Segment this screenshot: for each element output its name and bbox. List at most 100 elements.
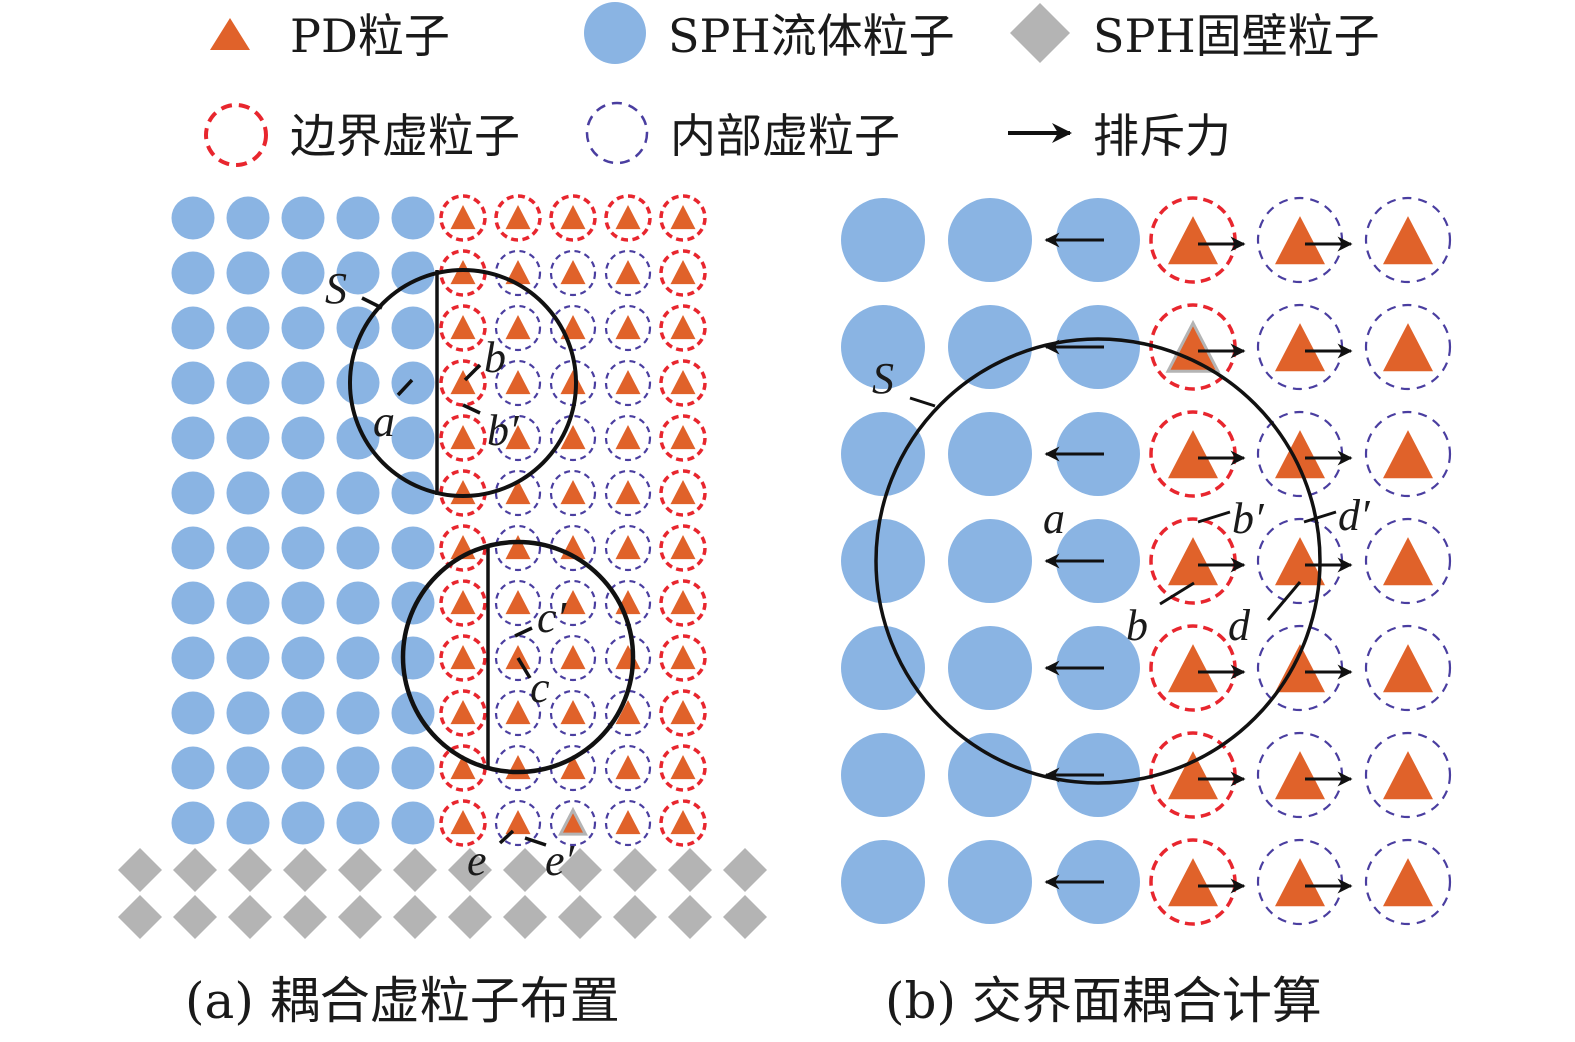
label-a: a (1043, 494, 1065, 543)
interior-ghost-particle (604, 634, 652, 682)
label-b: b (1126, 601, 1148, 650)
pd-particle (1275, 216, 1325, 265)
pd-particle (670, 700, 696, 725)
pd-particle (615, 645, 641, 670)
sph-fluid-particle (226, 361, 270, 405)
interior-ghost-particle (604, 359, 652, 407)
boundary-ghost-particle (659, 249, 707, 297)
interior-ghost-particle (549, 799, 597, 847)
label-S: S (872, 354, 894, 403)
pd-particle-legend-icon (210, 18, 250, 50)
sph-fluid-particle (171, 471, 215, 515)
support-domain-circle-lower (400, 539, 636, 775)
pd-particle (1168, 537, 1218, 586)
pd-particle (670, 260, 696, 285)
sph-fluid-particle (226, 581, 270, 625)
pd-particle (1383, 644, 1433, 693)
sph-fluid-particle (281, 196, 325, 240)
sph-wall-particle (173, 848, 217, 892)
interior-ghost-particle (604, 304, 652, 352)
pd-particle (1275, 537, 1325, 586)
sph-fluid-particle (226, 196, 270, 240)
pd-particle (1275, 644, 1325, 693)
pd-particle (615, 755, 641, 780)
pd-particle (1383, 323, 1433, 372)
sph-wall-particle (668, 848, 712, 892)
sph-fluid-particle (171, 746, 215, 790)
sph-wall-particle (448, 848, 492, 892)
panel-b (841, 196, 1452, 926)
sph-fluid-particle (281, 636, 325, 680)
interior-ghost-particle (1364, 196, 1452, 284)
pd-particle (615, 700, 641, 725)
pd-particle (505, 700, 531, 725)
pd-particle (615, 480, 641, 505)
pd-particle (505, 425, 531, 450)
sph-fluid-particle (281, 306, 325, 350)
sph-fluid-particle (336, 361, 380, 405)
support-domain-circle (874, 337, 1322, 785)
interior-ghost-particle (604, 249, 652, 297)
boundary-ghost-particle (439, 579, 487, 627)
legend-pd-label: PD粒子 (290, 9, 450, 63)
pd-particle (450, 425, 476, 450)
pd-particle (450, 755, 476, 780)
sph-fluid-particle (281, 471, 325, 515)
boundary-ghost-particle (439, 414, 487, 462)
label-d-prime: d′ (1338, 491, 1371, 540)
boundary-ghost-particle (604, 194, 652, 242)
sph-fluid-particle (226, 471, 270, 515)
sph-fluid-particle (336, 801, 380, 845)
interior-ghost-particle (494, 359, 542, 407)
sph-fluid-particle (841, 519, 925, 603)
sph-wall-particle (668, 895, 712, 939)
sph-fluid-particle (948, 305, 1032, 389)
interior-ghost-particle (549, 414, 597, 462)
sph-fluid-particle (171, 801, 215, 845)
boundary-ghost-particle (659, 469, 707, 517)
label-b-prime: b′ (1232, 494, 1265, 543)
pd-particle (615, 205, 641, 230)
pd-particle (560, 755, 586, 780)
sph-fluid-legend-icon (584, 2, 646, 64)
sph-fluid-particle (841, 412, 925, 496)
sph-fluid-particle (391, 361, 435, 405)
sph-wall-particle (723, 895, 767, 939)
sph-fluid-particle (948, 626, 1032, 710)
sph-wall-particle (283, 848, 327, 892)
sph-wall-particle (558, 848, 602, 892)
sph-fluid-particle (391, 636, 435, 680)
pd-particle (558, 806, 588, 836)
legend-interior-ghost-label: 内部虚粒子 (670, 109, 900, 163)
sph-fluid-particle (226, 801, 270, 845)
boundary-ghost-particle (549, 194, 597, 242)
legend-repulsive-force-label: 排斥力 (1093, 109, 1231, 163)
pd-particle (670, 590, 696, 615)
pd-particle (505, 590, 531, 615)
sph-wall-particle (118, 895, 162, 939)
pd-particle (560, 590, 586, 615)
sph-fluid-particle (391, 471, 435, 515)
sph-fluid-particle (336, 746, 380, 790)
sph-fluid-particle (391, 196, 435, 240)
legend-sph-wall-label: SPH固壁粒子 (1093, 9, 1380, 63)
pd-particle (670, 205, 696, 230)
sph-fluid-particle (336, 691, 380, 735)
pd-particle (505, 480, 531, 505)
sph-fluid-particle (841, 626, 925, 710)
interior-ghost-particle (1364, 410, 1452, 498)
pd-particle (560, 645, 586, 670)
caption-b: (b) 交界面耦合计算 (885, 972, 1322, 1030)
interior-ghost-particle (1364, 838, 1452, 926)
sph-fluid-particle (336, 636, 380, 680)
sph-fluid-particle (281, 746, 325, 790)
sph-fluid-particle (841, 305, 925, 389)
interior-ghost-particle (549, 634, 597, 682)
sph-fluid-particle (281, 361, 325, 405)
label-S: S (325, 264, 347, 313)
interior-ghost-particle (494, 414, 542, 462)
sph-wall-particle (228, 848, 272, 892)
pd-particle (450, 315, 476, 340)
sph-wall-particle (503, 895, 547, 939)
sph-fluid-particle (171, 526, 215, 570)
